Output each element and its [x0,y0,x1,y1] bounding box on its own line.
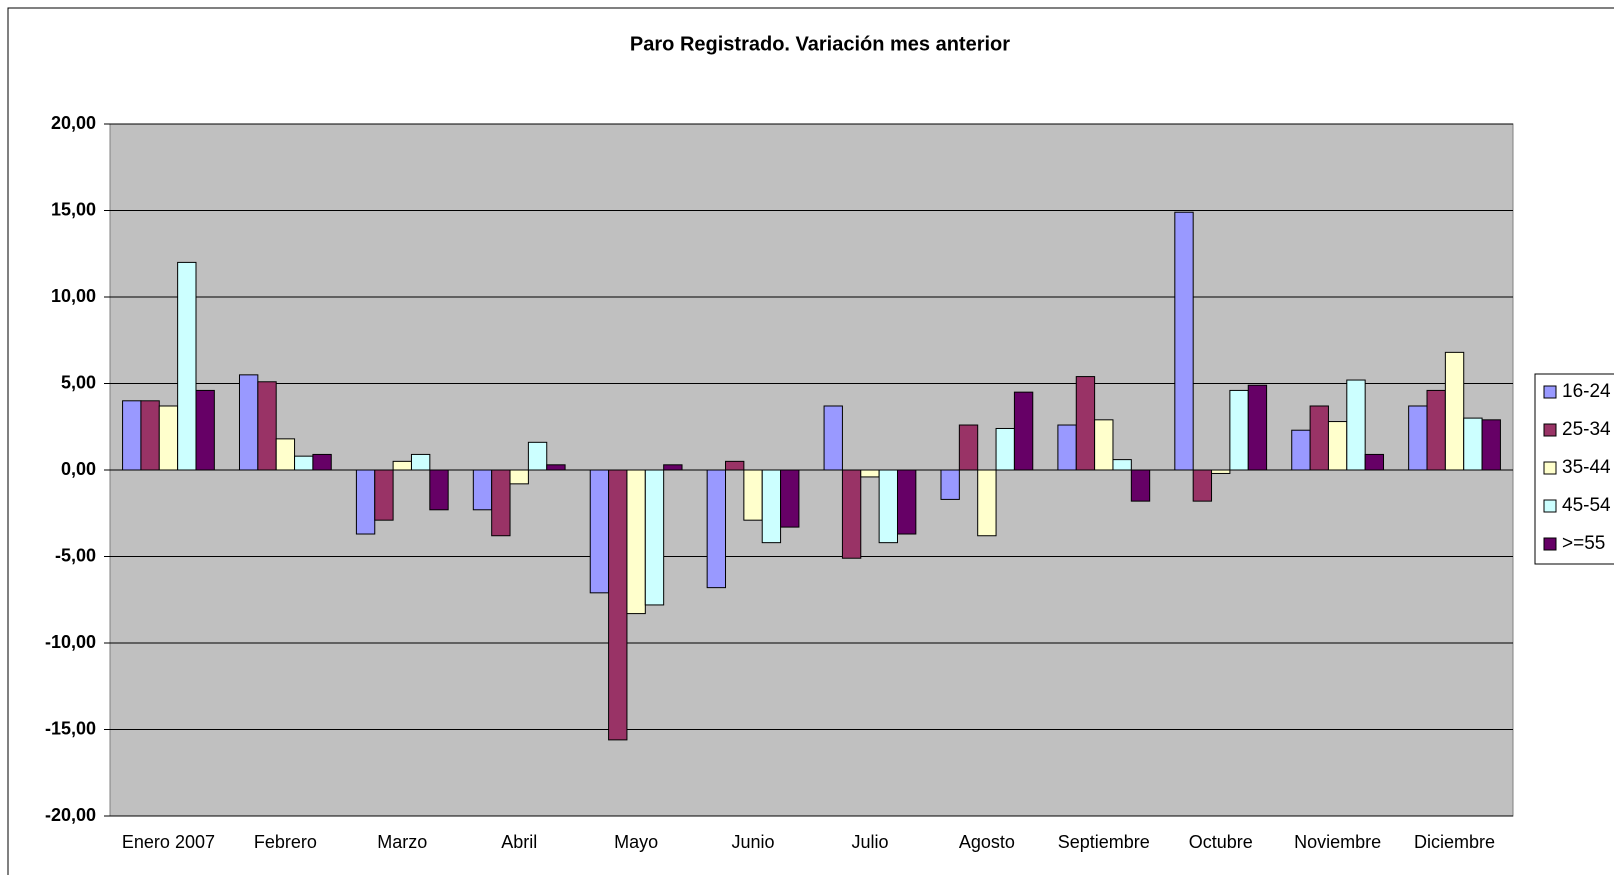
y-tick-label: -10,00 [45,632,96,652]
bar [896,469,917,535]
bar [140,400,160,471]
bar [780,469,800,528]
bar [1291,429,1311,471]
bar [429,469,449,511]
legend-label: 35-44 [1562,457,1611,478]
bar [122,400,142,471]
bar [410,453,431,471]
y-tick-label: -5,00 [55,545,96,565]
bar [823,405,843,471]
y-tick-label: 5,00 [61,372,96,392]
bar [706,469,727,589]
bar [1112,459,1132,471]
bar [546,464,566,471]
x-tick-label: Octubre [1189,832,1253,852]
bar [1408,405,1428,471]
bar [1094,419,1114,471]
bar [1075,376,1096,471]
bar [1346,379,1366,471]
y-tick-label: 0,00 [61,459,96,479]
bar [663,464,683,471]
x-tick-label: Diciembre [1414,832,1495,852]
chart-title: Paro Registrado. Variación mes anterior [630,33,1010,55]
bar [355,469,376,535]
bar [195,389,215,471]
bar [1463,417,1483,471]
bar [392,460,412,471]
bar [472,469,493,511]
legend-swatch [1543,461,1557,475]
bar [940,469,960,500]
bar [878,469,898,544]
bar [1426,389,1446,471]
bar [1211,469,1231,474]
bar [743,469,763,521]
bar [491,469,511,537]
bar [1057,424,1077,471]
bar [312,453,332,471]
y-tick-label: 15,00 [51,199,96,219]
bar [177,261,197,471]
bar [294,455,314,471]
x-tick-label: Abril [501,832,537,852]
legend-label: >=55 [1562,533,1605,554]
bar [1364,453,1385,471]
legend-swatch [1543,423,1557,437]
bar [725,460,745,471]
bar [1130,469,1151,502]
x-tick-label: Noviembre [1294,832,1381,852]
legend-swatch [1543,499,1557,513]
bar [1229,389,1249,471]
legend-label: 25-34 [1562,419,1611,440]
x-tick-label: Enero 2007 [122,832,215,852]
bar [761,469,782,544]
legend-label: 45-54 [1562,495,1611,516]
bar [608,469,628,741]
x-tick-label: Marzo [377,832,427,852]
bar [977,469,997,537]
bar [1247,384,1268,471]
x-tick-label: Mayo [614,832,658,852]
bar [1444,351,1465,471]
bar [1327,421,1348,471]
legend-label: 16-24 [1562,381,1611,402]
bar [238,374,259,471]
bar [1013,391,1034,471]
bar [158,405,179,471]
bar [509,469,529,485]
bar [257,381,277,471]
bar [589,469,610,594]
x-tick-label: Agosto [959,832,1015,852]
bar [958,424,979,471]
bar [1174,211,1194,471]
y-tick-label: 20,00 [51,113,96,133]
x-tick-label: Julio [851,832,888,852]
bar [1309,405,1329,471]
bar [995,427,1015,471]
bar [275,438,296,471]
bar [626,469,646,615]
bar [860,469,880,478]
bar [527,441,548,471]
legend-swatch [1543,537,1557,551]
y-tick-label: -20,00 [45,805,96,825]
bar [1192,469,1213,502]
x-tick-label: Febrero [254,832,317,852]
x-tick-label: Septiembre [1058,832,1150,852]
legend-swatch [1543,385,1557,399]
y-tick-label: 10,00 [51,286,96,306]
bar [374,469,394,521]
bar [841,469,862,559]
bar [1481,419,1501,471]
bar [644,469,665,606]
x-tick-label: Junio [732,832,775,852]
y-tick-label: -15,00 [45,718,96,738]
